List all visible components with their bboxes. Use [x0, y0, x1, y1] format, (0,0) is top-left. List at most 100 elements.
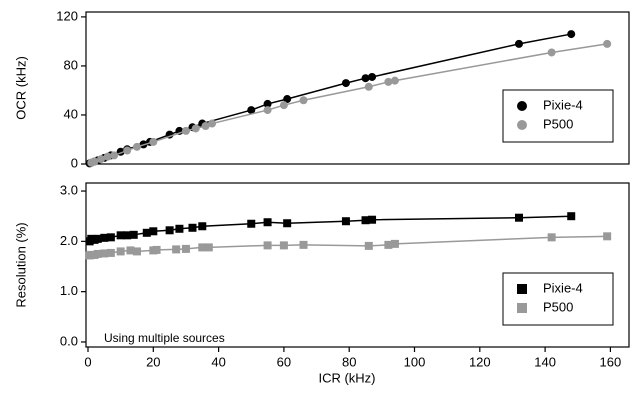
point: [279, 241, 288, 250]
x-tick-label: 100: [404, 354, 426, 369]
series-line: [89, 215, 572, 242]
point: [198, 243, 207, 252]
x-tick-label: 0: [84, 354, 91, 369]
point: [390, 239, 399, 248]
y-tick-label: 120: [56, 8, 78, 23]
point: [279, 101, 288, 110]
legend-label: Pixie-4: [543, 280, 583, 295]
point: [191, 124, 200, 133]
point: [132, 142, 141, 151]
point: [384, 77, 393, 86]
y-tick-label: 0: [71, 155, 78, 170]
point: [263, 241, 272, 250]
x-tick-label: 60: [277, 354, 291, 369]
point: [97, 155, 106, 164]
point: [106, 233, 115, 242]
point: [100, 249, 109, 258]
point: [188, 223, 197, 232]
annotation: Using multiple sources: [104, 331, 225, 345]
point: [100, 233, 109, 242]
point: [165, 226, 174, 235]
y-tick-label: 1.0: [60, 283, 78, 298]
x-axis-label: ICR (kHz): [318, 370, 375, 385]
point: [198, 222, 207, 231]
legend-box: [502, 272, 614, 326]
point: [368, 215, 377, 224]
x-tick-label: 40: [211, 354, 225, 369]
x-tick-label: 80: [342, 354, 356, 369]
point: [129, 230, 138, 239]
y-axis-label: Resolution (%): [13, 222, 28, 307]
y-tick-label: 0.0: [60, 333, 78, 348]
x-tick-label: 120: [469, 354, 491, 369]
point: [514, 39, 523, 48]
point: [547, 233, 556, 242]
legend-marker: [517, 101, 527, 111]
point: [247, 219, 256, 228]
point: [132, 247, 141, 256]
point: [283, 219, 292, 228]
point: [181, 244, 190, 253]
point: [299, 96, 308, 105]
y-tick-label: 40: [64, 106, 78, 121]
point: [116, 247, 125, 256]
plot-frame: [85, 182, 630, 348]
point: [106, 248, 115, 257]
point: [341, 79, 350, 88]
point: [90, 157, 99, 166]
point: [123, 146, 132, 155]
legend-marker: [517, 120, 527, 130]
y-tick-label: 2.0: [60, 233, 78, 248]
point: [384, 240, 393, 249]
point: [93, 249, 102, 258]
point: [152, 245, 161, 254]
point: [263, 99, 272, 108]
point: [603, 39, 612, 48]
point: [368, 72, 377, 81]
y-tick-label: 80: [64, 57, 78, 72]
series-line: [89, 33, 572, 165]
point: [514, 213, 523, 222]
point: [123, 231, 132, 240]
point: [181, 126, 190, 135]
legend-label: P500: [543, 116, 573, 131]
point: [175, 224, 184, 233]
point: [603, 232, 612, 241]
point: [547, 48, 556, 57]
legend-label: P500: [543, 299, 573, 314]
x-tick-label: 140: [534, 354, 556, 369]
plot-frame: [85, 11, 630, 165]
point: [299, 240, 308, 249]
point: [208, 119, 217, 128]
point: [201, 122, 210, 130]
x-tick-label: 160: [600, 354, 622, 369]
point: [361, 216, 370, 225]
point: [149, 137, 158, 146]
point: [172, 245, 181, 254]
point: [110, 151, 119, 160]
point: [149, 227, 158, 236]
point: [390, 76, 399, 85]
point: [116, 231, 125, 240]
legend-marker: [517, 303, 527, 313]
point: [263, 106, 272, 115]
point: [247, 106, 256, 115]
point: [567, 30, 576, 39]
point: [341, 217, 350, 226]
y-tick-label: 3.0: [60, 182, 78, 197]
point: [103, 152, 112, 161]
point: [361, 74, 370, 83]
legend-marker: [517, 284, 527, 294]
point: [263, 218, 272, 227]
point: [204, 243, 213, 252]
point: [142, 228, 151, 237]
point: [93, 234, 102, 243]
x-tick-label: 20: [146, 354, 160, 369]
point: [283, 95, 292, 104]
point: [364, 241, 373, 250]
legend-label: Pixie-4: [543, 97, 583, 112]
series-line: [89, 235, 608, 257]
legend-box: [502, 89, 614, 143]
point: [126, 246, 135, 255]
